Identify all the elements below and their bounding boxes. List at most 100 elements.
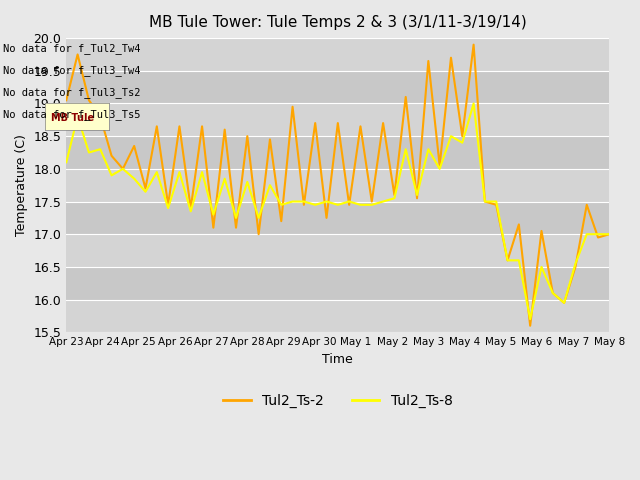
- Tul2_Ts-8: [380, 199, 387, 204]
- Tul2_Ts-2: [368, 199, 376, 204]
- Tul2_Ts-2: [334, 120, 342, 126]
- Tul2_Ts-2: [119, 166, 127, 172]
- Tul2_Ts-8: [277, 202, 285, 208]
- Tul2_Ts-2: [131, 143, 138, 149]
- Tul2_Ts-2: [515, 222, 523, 228]
- Tul2_Ts-8: [492, 199, 500, 204]
- Tul2_Ts-2: [209, 225, 217, 230]
- Tul2_Ts-2: [232, 225, 240, 230]
- Tul2_Ts-8: [198, 169, 206, 175]
- Tul2_Ts-8: [538, 264, 545, 270]
- Tul2_Ts-2: [300, 202, 308, 208]
- Tul2_Ts-2: [413, 195, 421, 201]
- Tul2_Ts-2: [85, 97, 93, 103]
- Tul2_Ts-8: [187, 208, 195, 214]
- Tul2_Ts-8: [153, 169, 161, 175]
- Tul2_Ts-8: [458, 140, 466, 145]
- Bar: [67, 300, 609, 332]
- Bar: [67, 267, 609, 300]
- Tul2_Ts-8: [312, 202, 319, 208]
- Line: Tul2_Ts-2: Tul2_Ts-2: [67, 45, 609, 326]
- Bar: [67, 136, 609, 169]
- Tul2_Ts-8: [63, 159, 70, 165]
- Tul2_Ts-8: [390, 195, 398, 201]
- Tul2_Ts-2: [504, 257, 511, 263]
- Tul2_Ts-2: [470, 42, 477, 48]
- Tul2_Ts-8: [346, 199, 353, 204]
- Tul2_Ts-2: [526, 323, 534, 329]
- Tul2_Ts-8: [141, 189, 149, 194]
- Tul2_Ts-8: [605, 231, 613, 237]
- Tul2_Ts-8: [402, 146, 410, 152]
- Line: Tul2_Ts-8: Tul2_Ts-8: [67, 104, 609, 319]
- X-axis label: Time: Time: [323, 353, 353, 366]
- Tul2_Ts-2: [74, 51, 81, 57]
- Tul2_Ts-8: [108, 172, 115, 178]
- Tul2_Ts-2: [198, 123, 206, 129]
- Tul2_Ts-8: [334, 202, 342, 208]
- Tul2_Ts-2: [255, 231, 262, 237]
- Tul2_Ts-2: [583, 202, 591, 208]
- Tul2_Ts-8: [175, 169, 183, 175]
- Tul2_Ts-2: [289, 104, 296, 109]
- Tul2_Ts-2: [141, 186, 149, 192]
- Tul2_Ts-8: [447, 133, 455, 139]
- Tul2_Ts-2: [164, 202, 172, 208]
- Tul2_Ts-8: [119, 166, 127, 172]
- Tul2_Ts-2: [323, 215, 330, 221]
- Title: MB Tule Tower: Tule Temps 2 & 3 (3/1/11-3/19/14): MB Tule Tower: Tule Temps 2 & 3 (3/1/11-…: [149, 15, 527, 30]
- Text: No data for f_Tul3_Tw4: No data for f_Tul3_Tw4: [3, 65, 141, 76]
- Tul2_Ts-2: [492, 202, 500, 208]
- Tul2_Ts-8: [583, 231, 591, 237]
- Tul2_Ts-2: [153, 123, 161, 129]
- Bar: [67, 202, 609, 234]
- Tul2_Ts-8: [209, 212, 217, 217]
- Tul2_Ts-2: [187, 205, 195, 211]
- Tul2_Ts-8: [560, 300, 568, 306]
- Tul2_Ts-8: [255, 215, 262, 221]
- Tul2_Ts-8: [549, 290, 557, 296]
- Tul2_Ts-2: [356, 123, 364, 129]
- Tul2_Ts-2: [481, 199, 489, 204]
- Tul2_Ts-2: [380, 120, 387, 126]
- Tul2_Ts-2: [447, 55, 455, 60]
- Tul2_Ts-2: [175, 123, 183, 129]
- Tul2_Ts-8: [266, 182, 274, 188]
- Tul2_Ts-8: [356, 202, 364, 208]
- Bar: [67, 38, 609, 71]
- Tul2_Ts-2: [108, 153, 115, 159]
- Tul2_Ts-8: [323, 199, 330, 204]
- Tul2_Ts-8: [232, 215, 240, 221]
- Tul2_Ts-8: [300, 199, 308, 204]
- Tul2_Ts-8: [368, 202, 376, 208]
- Tul2_Ts-2: [97, 114, 104, 120]
- Tul2_Ts-8: [424, 146, 432, 152]
- Tul2_Ts-2: [243, 133, 251, 139]
- Tul2_Ts-2: [605, 231, 613, 237]
- Tul2_Ts-8: [504, 257, 511, 263]
- Tul2_Ts-8: [572, 261, 579, 266]
- Tul2_Ts-2: [572, 264, 579, 270]
- Tul2_Ts-2: [312, 120, 319, 126]
- Tul2_Ts-8: [515, 257, 523, 263]
- Text: No data for f_Tul2_Tw4: No data for f_Tul2_Tw4: [3, 43, 141, 54]
- Tul2_Ts-8: [85, 150, 93, 156]
- Bar: [67, 71, 609, 104]
- Tul2_Ts-2: [277, 218, 285, 224]
- Tul2_Ts-2: [63, 97, 70, 103]
- Tul2_Ts-2: [346, 202, 353, 208]
- Tul2_Ts-2: [424, 58, 432, 64]
- Tul2_Ts-8: [289, 199, 296, 204]
- Bar: [67, 234, 609, 267]
- Bar: [67, 104, 609, 136]
- Tul2_Ts-8: [74, 114, 81, 120]
- Tul2_Ts-2: [402, 94, 410, 100]
- Tul2_Ts-2: [436, 163, 444, 168]
- Text: MB Tule: MB Tule: [51, 113, 94, 123]
- Tul2_Ts-8: [481, 199, 489, 204]
- Tul2_Ts-8: [526, 316, 534, 322]
- Tul2_Ts-2: [221, 127, 228, 132]
- Tul2_Ts-8: [97, 146, 104, 152]
- Tul2_Ts-8: [243, 179, 251, 185]
- Tul2_Ts-8: [164, 205, 172, 211]
